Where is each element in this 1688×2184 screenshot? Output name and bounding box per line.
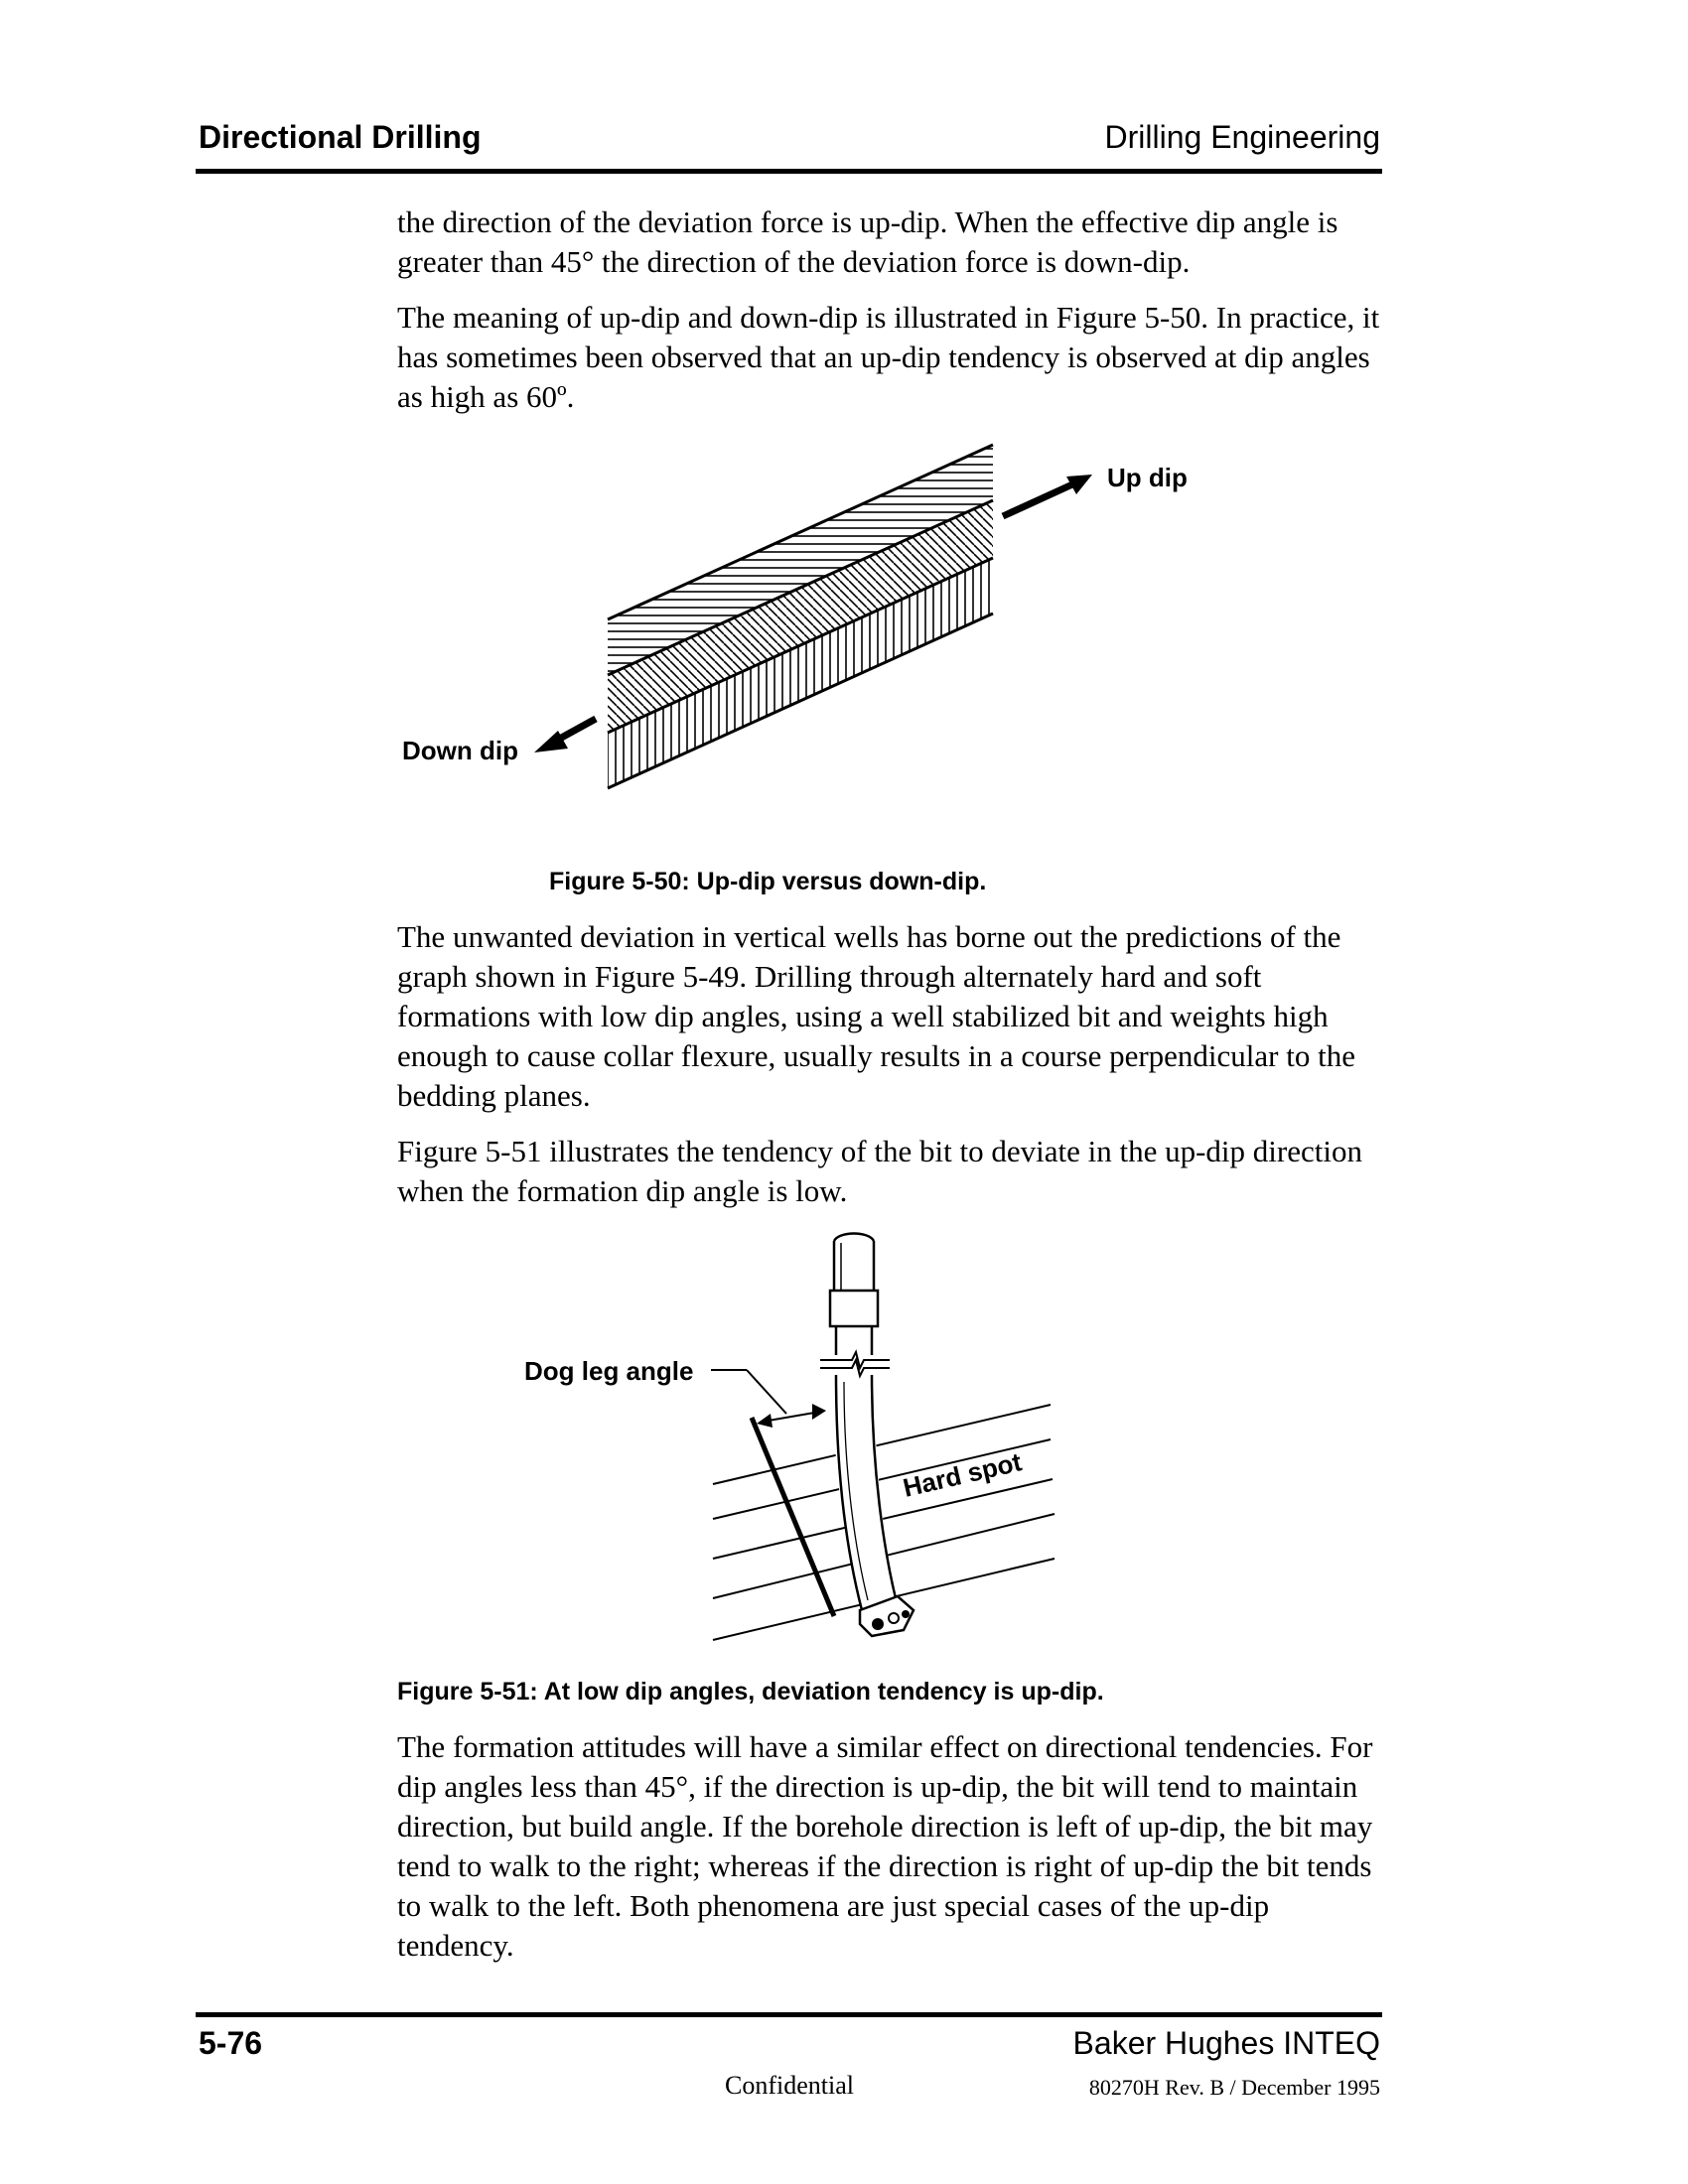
footer-revision: 80270H Rev. B / December 1995	[1088, 2075, 1380, 2100]
body-paragraph-1: the direction of the deviation force is …	[397, 205, 1338, 279]
footer-rule	[196, 2012, 1382, 2017]
body-paragraph-4: Figure 5-51 illustrates the tendency of …	[397, 1134, 1362, 1208]
down-dip-label: Down dip	[402, 736, 518, 765]
running-header-chapter: Drilling Engineering	[1104, 119, 1380, 155]
figure-5-50-diagram: Up dip Down dip	[402, 443, 1188, 790]
figure-5-51-diagram: Dog leg angle Hard spot	[524, 1232, 1055, 1641]
dog-leg-angle-label: Dog leg angle	[524, 1356, 693, 1386]
figure-5-51-caption: Figure 5-51: At low dip angles, deviatio…	[397, 1678, 1104, 1706]
page-number: 5-76	[199, 2025, 263, 2061]
dog-leg-angle-marker	[711, 1369, 826, 1428]
footer-confidential: Confidential	[725, 2071, 854, 2100]
drill-string	[820, 1232, 915, 1638]
body-paragraph-5: The formation attitudes will have a simi…	[397, 1729, 1373, 1963]
down-dip-arrow	[534, 715, 598, 752]
dipping-strata	[607, 443, 994, 790]
up-dip-arrow	[1001, 475, 1092, 520]
figure-5-50-caption: Figure 5-50: Up-dip versus down-dip.	[549, 868, 987, 895]
original-course-line	[749, 1417, 837, 1617]
footer-company: Baker Hughes INTEQ	[1072, 2025, 1380, 2061]
header-rule	[196, 169, 1382, 174]
up-dip-label: Up dip	[1107, 463, 1188, 492]
body-paragraph-2: The meaning of up-dip and down-dip is il…	[397, 300, 1380, 414]
running-header-section: Directional Drilling	[199, 119, 482, 155]
hard-spot-label: Hard spot	[901, 1446, 1025, 1503]
body-paragraph-3: The unwanted deviation in vertical wells…	[397, 919, 1355, 1113]
